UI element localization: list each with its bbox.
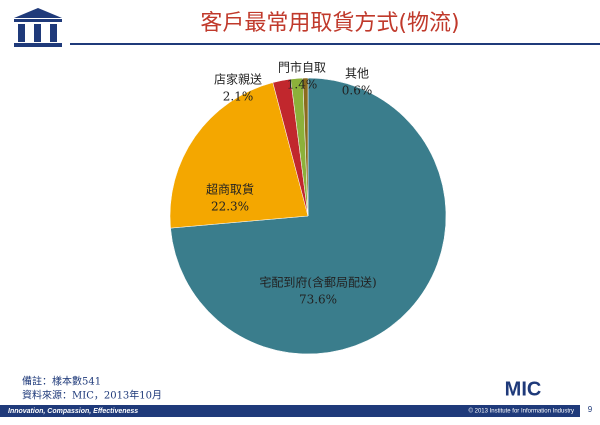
slogan: Innovation, Compassion, Effectiveness: [8, 408, 138, 415]
slice-value: 1.4%: [287, 78, 318, 92]
page-number: 9: [588, 405, 593, 414]
note: 資料來源：MIC，2013年10月: [22, 389, 162, 402]
slice-value: 73.6%: [299, 293, 337, 307]
chart-title: 客戶最常用取貨方式(物流): [200, 11, 459, 36]
slice-label: 門市自取: [278, 60, 326, 75]
slice-label: 超商取貨: [206, 182, 254, 197]
logo-icon: [14, 8, 62, 47]
slice-label: 其他: [345, 67, 369, 81]
brand: MIC: [505, 378, 542, 400]
pie-slice: [169, 82, 309, 229]
note: 備註：樣本數541: [22, 375, 101, 388]
slice-value: 0.6%: [342, 84, 373, 98]
slice-value: 2.1%: [223, 90, 254, 104]
slice-label: 宅配到府(含郵局配送): [259, 275, 376, 290]
pie-slice: [302, 77, 309, 217]
copyright: © 2013 Institute for Information Industr…: [469, 408, 574, 415]
footer-bar: [0, 405, 580, 417]
slice-value: 22.3%: [211, 200, 249, 214]
slice-label: 店家親送: [214, 72, 262, 87]
pie: [169, 77, 447, 355]
